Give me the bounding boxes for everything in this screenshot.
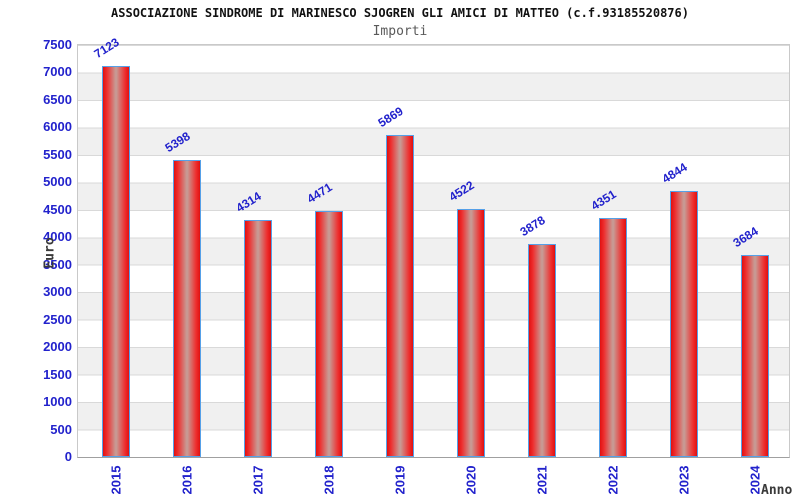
- y-tick-label: 6500: [43, 91, 72, 107]
- bar-value-label: 4314: [233, 188, 264, 215]
- bar: [599, 218, 627, 457]
- plot-area: 7123 5398 4314 4471 5869 4522 3878 4351 4844 3684: [77, 35, 790, 458]
- x-tick-label: 2017: [250, 465, 266, 495]
- y-tick-label: 6000: [43, 119, 72, 135]
- bar: [173, 160, 201, 457]
- y-axis-title: Euro: [42, 237, 58, 269]
- chart-subtitle: Importi: [372, 24, 428, 39]
- y-tick-label: 500: [50, 421, 72, 437]
- bar: [670, 191, 698, 457]
- y-tick-label: 3000: [43, 284, 72, 300]
- x-tick-label: 2022: [605, 465, 621, 495]
- bar-value-label: 4351: [588, 186, 619, 213]
- bar: [244, 220, 272, 457]
- bar: [528, 244, 556, 457]
- bar: [386, 135, 414, 457]
- bar-value-label: 4844: [659, 159, 690, 186]
- chart-title: ASSOCIAZIONE SINDROME DI MARINESCO SJOGR…: [111, 6, 689, 20]
- bar: [457, 209, 485, 457]
- y-tick-label: 0: [64, 449, 72, 464]
- x-tick-label: 2023: [676, 465, 692, 495]
- bar-value-label: 5869: [375, 103, 406, 130]
- y-tick-label: 2000: [43, 339, 72, 355]
- y-tick-label: 7500: [43, 37, 72, 52]
- y-tick-label: 3500: [43, 256, 72, 272]
- y-tick-label: 5000: [43, 174, 72, 190]
- x-tick-label: 2019: [392, 465, 408, 495]
- y-tick-label: 2500: [43, 311, 72, 327]
- bar: [102, 66, 130, 457]
- bar-value-label: 4471: [304, 179, 335, 206]
- x-tick-label: 2021: [534, 465, 550, 495]
- bar: [741, 255, 769, 457]
- bar-value-label: 3684: [730, 223, 761, 250]
- bar-value-label: 3878: [517, 212, 548, 239]
- y-tick-label: 4500: [43, 201, 72, 217]
- bar: [315, 211, 343, 457]
- x-tick-label: 2018: [321, 465, 337, 495]
- x-axis-title: Anno: [761, 483, 793, 498]
- y-tick-label: 1500: [43, 366, 72, 382]
- bar-value-label: 4522: [446, 177, 477, 204]
- x-tick-label: 2015: [108, 465, 124, 495]
- y-tick-label: 5500: [43, 146, 72, 162]
- y-tick-label: 7000: [43, 64, 72, 80]
- y-tick-label: 1000: [43, 394, 72, 410]
- bar-value-label: 5398: [162, 128, 193, 155]
- x-tick-label: 2020: [463, 465, 479, 495]
- x-tick-label: 2016: [179, 465, 195, 495]
- y-tick-label: 4000: [43, 229, 72, 245]
